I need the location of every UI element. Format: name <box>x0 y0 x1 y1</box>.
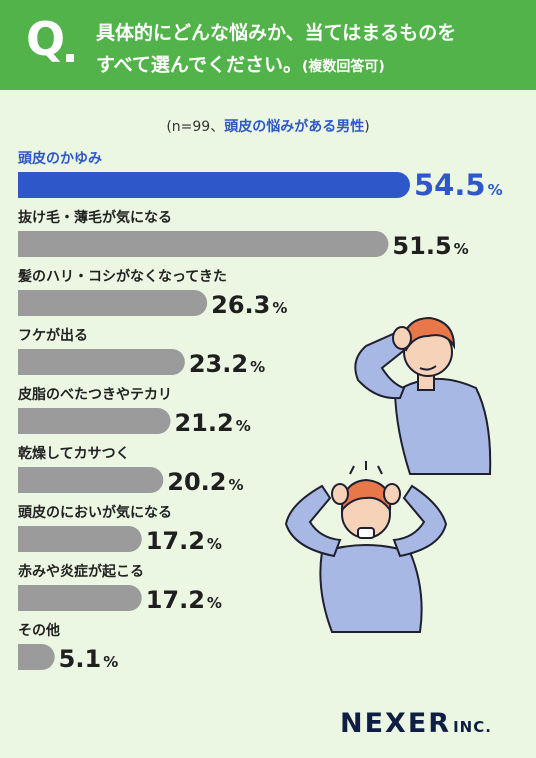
q-dot <box>66 54 74 62</box>
bar-left-edge <box>18 644 31 670</box>
value-unit: % <box>236 417 251 435</box>
nexer-logo: NEXER INC. <box>340 708 492 739</box>
value-label: 20.2% <box>167 468 243 496</box>
category-label: 頭皮のにおいが気になる <box>18 504 172 521</box>
value-number: 5.1 <box>59 645 102 673</box>
value-unit: % <box>229 476 244 494</box>
logo-name: NEXER <box>340 708 452 739</box>
value-label: 17.2% <box>146 527 222 555</box>
sample-note: (n=99、頭皮の悩みがある男性) <box>0 116 536 136</box>
value-number: 54.5 <box>414 168 486 202</box>
illustrations <box>284 316 492 633</box>
value-label: 17.2% <box>146 586 222 614</box>
question-suffix: (複数回答可) <box>301 59 385 75</box>
bar <box>18 408 171 434</box>
value-unit: % <box>488 181 503 199</box>
sample-note-highlight: 頭皮の悩みがある男性 <box>224 119 365 135</box>
value-number: 20.2 <box>167 468 226 496</box>
category-label: フケが出る <box>18 327 88 344</box>
category-label: 乾燥してカサつく <box>18 445 130 462</box>
bars: 頭皮のかゆみ 54.5 % 抜け毛・薄毛が気になる 51.5 % 髪のハリ・コシがなくなって… <box>17 150 503 673</box>
bar-left-edge <box>18 172 31 198</box>
value-label: 21.2% <box>174 409 250 437</box>
category-label: その他 <box>18 622 60 639</box>
logo-suffix: INC. <box>453 718 492 736</box>
value-unit: % <box>103 653 118 671</box>
value-unit: % <box>250 358 265 376</box>
value-unit: % <box>207 594 222 612</box>
bar-left-edge <box>18 526 31 552</box>
question-line-2: すべて選んでください。(複数回答可) <box>96 50 385 77</box>
question-line-2-text: すべて選んでください。 <box>96 54 302 76</box>
bar <box>18 585 142 611</box>
bar <box>18 231 389 257</box>
question-line-1: 具体的にどんな悩みか、当てはまるものを <box>96 22 457 44</box>
value-label: 54.5% <box>414 168 503 202</box>
value-unit: % <box>207 535 222 553</box>
value-number: 51.5 <box>392 232 451 260</box>
category-label: 抜け毛・薄毛が気になる <box>18 209 172 226</box>
bar-left-edge <box>18 231 31 257</box>
value-number: 17.2 <box>146 586 205 614</box>
bar <box>18 467 164 493</box>
sample-note-suffix: ) <box>364 119 370 135</box>
man-touching-head-illustration <box>354 316 492 475</box>
bar-left-edge <box>18 467 31 493</box>
category-label: 髪のハリ・コシがなくなってきた <box>17 268 227 285</box>
question-header: Q 具体的にどんな悩みか、当てはまるものを すべて選んでください。(複数回答可) <box>0 0 536 90</box>
bar <box>18 644 55 670</box>
value-label: 51.5% <box>392 232 468 260</box>
category-label: 赤みや炎症が起こる <box>18 563 144 580</box>
bar <box>18 172 410 198</box>
q-mark: Q <box>26 12 66 66</box>
value-unit: % <box>272 299 287 317</box>
bar-left-edge <box>18 585 31 611</box>
bar <box>18 290 208 316</box>
value-number: 21.2 <box>174 409 233 437</box>
sample-note-prefix: (n=99、 <box>166 119 225 135</box>
category-label: 皮脂のべたつきやテカリ <box>17 386 172 403</box>
bar <box>18 526 142 552</box>
bar-left-edge <box>18 408 31 434</box>
bar-left-edge <box>18 290 31 316</box>
value-label: 23.2% <box>189 350 265 378</box>
value-number: 26.3 <box>211 291 270 319</box>
value-label: 5.1% <box>59 645 119 673</box>
value-number: 17.2 <box>146 527 205 555</box>
bar-left-edge <box>18 349 31 375</box>
value-unit: % <box>454 240 469 258</box>
man-stressed-illustration <box>284 461 448 633</box>
value-label: 26.3% <box>211 291 287 319</box>
category-label: 頭皮のかゆみ <box>18 150 102 167</box>
bar <box>18 349 185 375</box>
value-number: 23.2 <box>189 350 248 378</box>
